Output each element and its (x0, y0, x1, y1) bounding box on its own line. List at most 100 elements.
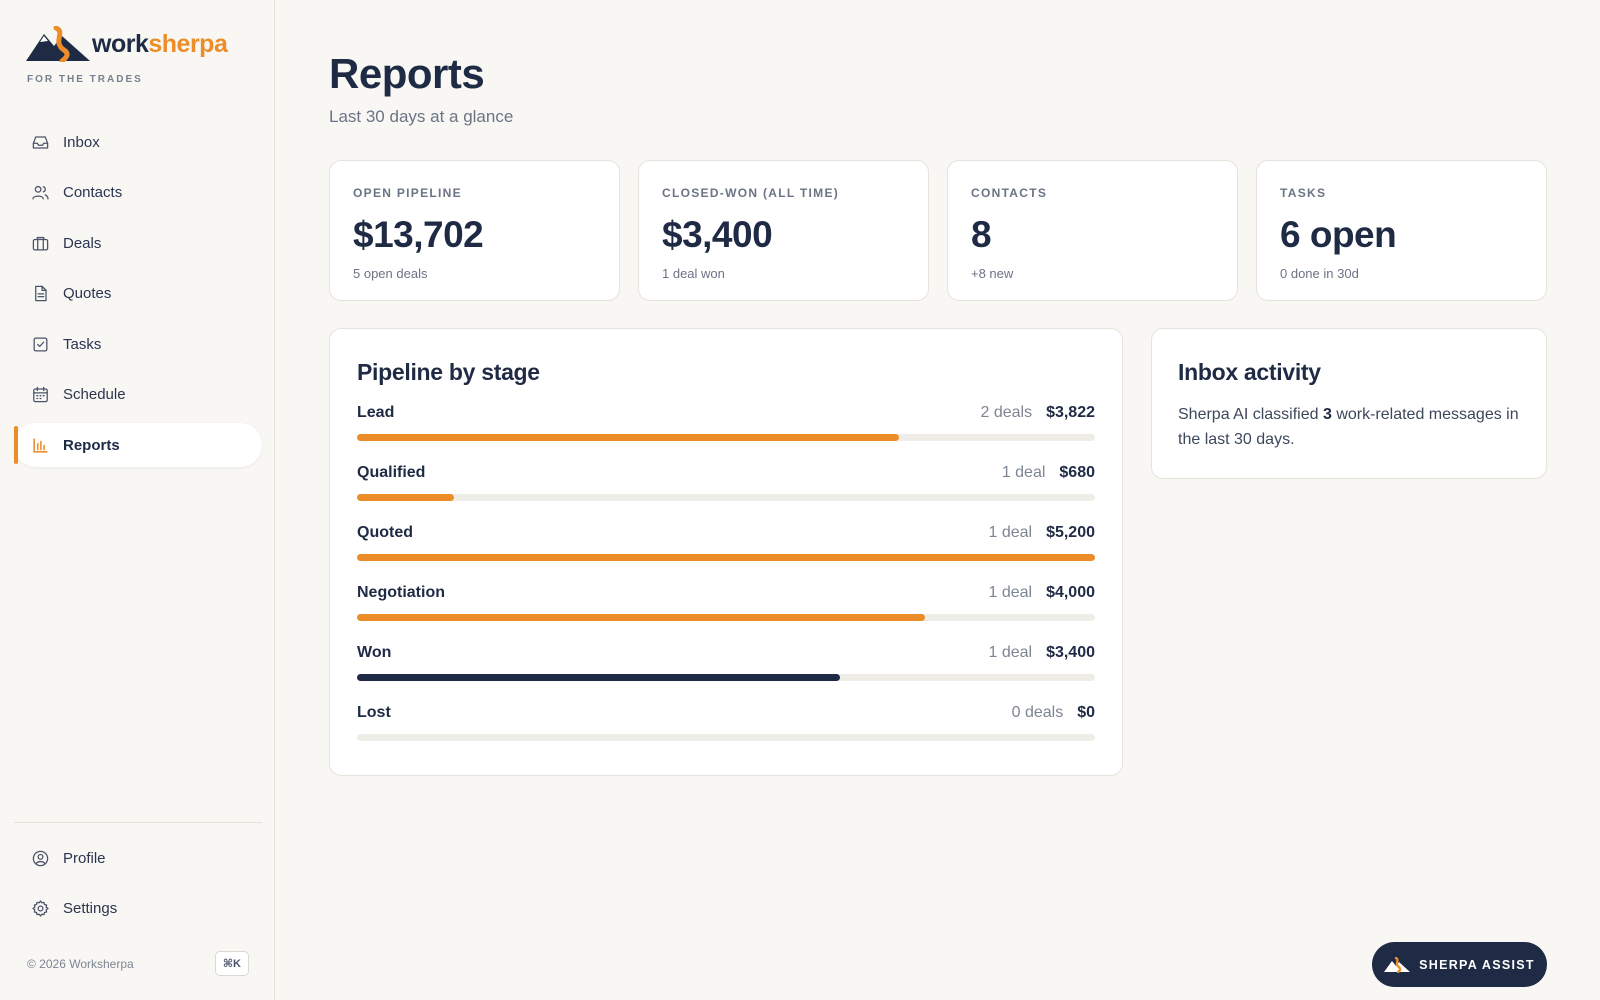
stage-value: $4,000 (1046, 584, 1095, 601)
command-palette-shortcut[interactable]: ⌘K (214, 951, 249, 976)
inbox-icon (32, 135, 49, 149)
kpi-subtext: 5 open deals (353, 266, 428, 281)
bottom-nav: Profile Settings (14, 836, 262, 937)
stage-value: $5,200 (1046, 524, 1095, 541)
classified-count: 3 (1322, 406, 1332, 423)
copyright-text: © 2026 Worksherpa (27, 956, 134, 971)
sidebar-item-label: Tasks (63, 335, 102, 353)
stage-progress-fill (357, 434, 900, 441)
stage-value: $0 (1077, 704, 1095, 721)
kpi-card-contacts: CONTACTS 8 +8 new (947, 160, 1238, 301)
sidebar-item-deals[interactable]: Deals (14, 221, 262, 265)
stage-name: Quoted (357, 524, 413, 541)
card-title: Inbox activity (1178, 359, 1321, 385)
stage-name: Negotiation (357, 584, 445, 601)
sidebar-item-label: Contacts (63, 184, 123, 201)
stage-row-won: Won 1 deal $3,400 (357, 641, 1095, 701)
main-nav: Inbox Contacts Deals Quotes Tasks Schedu… (14, 120, 262, 474)
sidebar: worksherpa FOR THE TRADES Inbox Contacts… (0, 0, 275, 1000)
stage-row-quoted: Quoted 1 deal $5,200 (357, 521, 1095, 581)
stage-progress-track (357, 554, 1095, 561)
stage-progress-track (357, 614, 1095, 621)
kpi-label: TASKS (1280, 186, 1327, 200)
stage-name: Won (357, 644, 392, 661)
calendar-icon (33, 386, 48, 403)
stage-deal-count: 1 deal (988, 644, 1033, 661)
stage-row-qualified: Qualified 1 deal $680 (357, 461, 1095, 521)
sidebar-item-label: Deals (63, 234, 102, 252)
stage-progress-track (357, 434, 1095, 441)
assist-label: SHERPA ASSIST (1419, 957, 1535, 972)
sidebar-item-label: Profile (63, 849, 106, 867)
stage-deal-count: 2 deals (980, 404, 1033, 421)
page-title: Reports (329, 50, 485, 97)
kpi-value: 6 open (1280, 214, 1397, 255)
sidebar-divider (14, 822, 262, 823)
sidebar-item-profile[interactable]: Profile (14, 836, 262, 880)
stage-progress-track (357, 734, 1095, 741)
brand-logo[interactable]: worksherpa (26, 26, 228, 62)
mountain-logo-icon (1384, 956, 1411, 973)
sidebar-item-contacts[interactable]: Contacts (14, 171, 262, 215)
sidebar-item-tasks[interactable]: Tasks (14, 322, 262, 366)
stage-value: $3,822 (1046, 404, 1095, 421)
stage-deal-count: 1 deal (988, 584, 1033, 601)
sidebar-item-schedule[interactable]: Schedule (14, 373, 262, 417)
page-subtitle: Last 30 days at a glance (329, 107, 514, 126)
pipeline-stage-list: Lead 2 deals $3,822 Qualified 1 deal $680 … (357, 401, 1095, 761)
sidebar-item-reports[interactable]: Reports (14, 423, 262, 467)
document-icon (35, 285, 47, 302)
pipeline-by-stage-card: Pipeline by stage Lead 2 deals $3,822 Qua… (329, 328, 1123, 776)
kpi-subtext: 0 done in 30d (1280, 266, 1359, 281)
sidebar-item-inbox[interactable]: Inbox (14, 120, 262, 164)
sidebar-item-settings[interactable]: Settings (14, 887, 262, 931)
mountain-logo-icon (26, 26, 90, 62)
sidebar-item-label: Schedule (63, 386, 126, 403)
kpi-label: CLOSED-WON (ALL TIME) (662, 186, 840, 200)
stage-row-lead: Lead 2 deals $3,822 (357, 401, 1095, 461)
sidebar-item-label: Quotes (63, 285, 112, 302)
inbox-activity-card: Inbox activity Sherpa AI classified 3 wo… (1151, 328, 1547, 479)
checkbox-icon (33, 337, 48, 351)
stage-row-negotiation: Negotiation 1 deal $4,000 (357, 581, 1095, 641)
kpi-value: $3,400 (662, 214, 773, 255)
stage-progress-track (357, 494, 1095, 501)
stage-deal-count: 0 deals (1011, 704, 1064, 721)
stage-value: $3,400 (1046, 644, 1095, 661)
stage-row-lost: Lost 0 deals $0 (357, 701, 1095, 761)
user-circle-icon (32, 850, 49, 866)
gear-icon (32, 900, 49, 917)
stage-progress-fill (357, 614, 925, 621)
kpi-label: CONTACTS (971, 186, 1048, 200)
brand-name: worksherpa (92, 29, 228, 58)
kpi-label: OPEN PIPELINE (353, 186, 462, 200)
sidebar-item-label: Reports (63, 436, 120, 454)
sidebar-item-quotes[interactable]: Quotes (14, 272, 262, 316)
stage-name: Qualified (357, 464, 426, 481)
stage-deal-count: 1 deal (1001, 464, 1046, 481)
kpi-subtext: 1 deal won (662, 266, 725, 281)
stage-progress-fill (357, 674, 840, 681)
briefcase-icon (32, 236, 49, 250)
kpi-card-open-pipeline: OPEN PIPELINE $13,702 5 open deals (329, 160, 620, 301)
sherpa-assist-button[interactable]: SHERPA ASSIST (1372, 942, 1547, 987)
kpi-card-closed-won: CLOSED-WON (ALL TIME) $3,400 1 deal won (638, 160, 929, 301)
users-icon (32, 185, 49, 200)
stage-progress-track (357, 674, 1095, 681)
sidebar-footer: © 2026 Worksherpa ⌘K (27, 951, 249, 976)
stage-progress-fill (357, 494, 454, 501)
brand-tagline: FOR THE TRADES (27, 74, 143, 85)
inbox-activity-text: Sherpa AI classified 3 work-related mess… (1178, 406, 1519, 448)
kpi-value: $13,702 (353, 214, 484, 255)
stage-name: Lead (357, 404, 395, 421)
kpi-value: 8 (971, 214, 992, 255)
kpi-subtext: +8 new (971, 266, 1014, 281)
stage-name: Lost (357, 704, 391, 721)
card-title: Pipeline by stage (357, 359, 540, 385)
kpi-card-tasks: TASKS 6 open 0 done in 30d (1256, 160, 1547, 301)
stage-deal-count: 1 deal (988, 524, 1033, 541)
bar-chart-icon (33, 437, 48, 453)
sidebar-item-label: Inbox (63, 133, 100, 151)
sidebar-item-label: Settings (63, 900, 118, 917)
stage-value: $680 (1059, 464, 1095, 481)
